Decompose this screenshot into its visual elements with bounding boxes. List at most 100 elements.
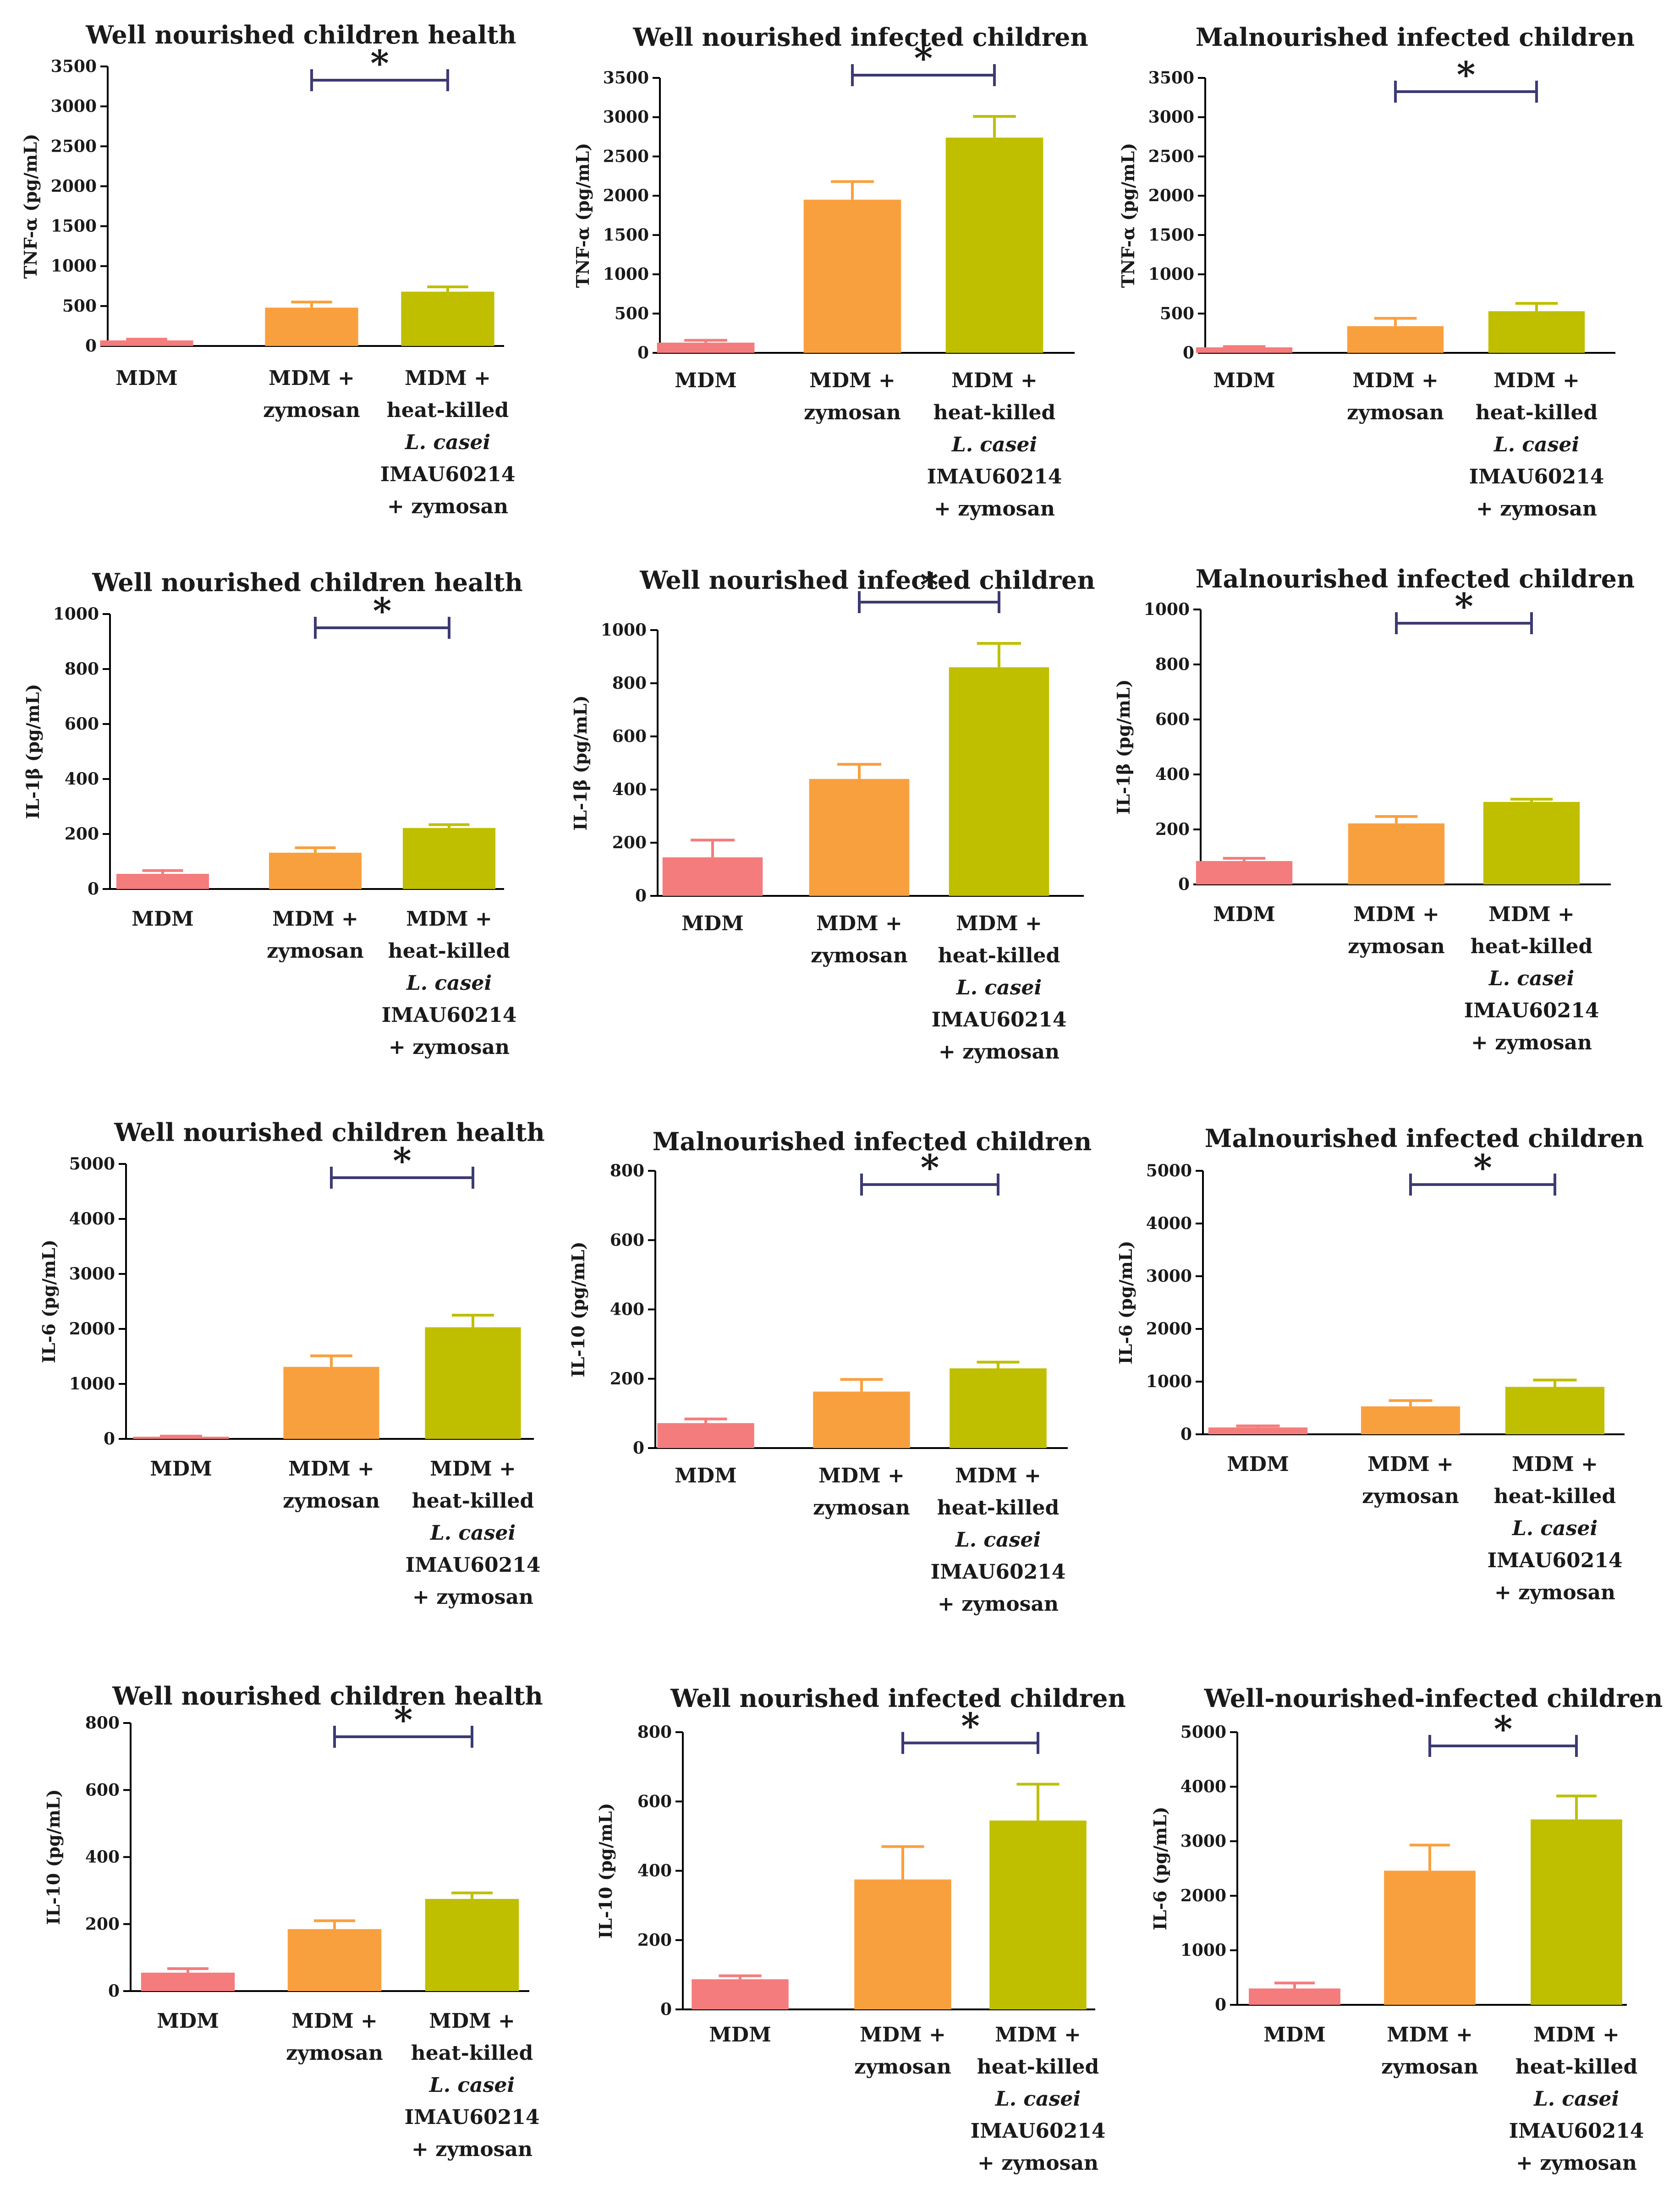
category-label: zymosan	[1348, 935, 1445, 958]
chart-panel: Malnourished infected children 0 200 400 600…	[1113, 564, 1635, 1054]
category-label: zymosan	[811, 944, 908, 967]
y-tick-label: 200	[610, 1369, 644, 1388]
bar-zymosan	[1348, 823, 1445, 884]
category-label: + zymosan	[1476, 497, 1597, 521]
category-label: IMAU60214	[932, 1008, 1067, 1032]
y-tick-label: 200	[85, 1915, 120, 1934]
category-label: MDM	[1213, 903, 1275, 926]
y-axis-label: TNF-α (pg/mL)	[1118, 143, 1138, 288]
y-tick-label: 3500	[51, 57, 97, 76]
y-tick-label: 1000	[51, 257, 97, 276]
y-tick-label: 0	[1183, 343, 1194, 362]
chart-panel: Well nourished children health 0 200 400 600…	[22, 568, 523, 1059]
y-tick-label: 400	[85, 1848, 120, 1867]
category-label: L. casei	[955, 976, 1042, 999]
y-tick-label: 800	[637, 1723, 672, 1742]
category-label: MDM	[681, 912, 744, 935]
chart-title: Malnourished infected children	[653, 1127, 1092, 1156]
bar-mdm	[100, 340, 193, 346]
y-tick-label: 400	[637, 1861, 672, 1881]
chart-title: Well nourished children health	[92, 568, 523, 597]
bar-mdm	[692, 1979, 789, 2009]
category-label: IMAU60214	[1469, 465, 1604, 488]
category-label: L. casei	[994, 2087, 1081, 2111]
bar-mdm	[1208, 1427, 1308, 1434]
category-label: IMAU60214	[1464, 999, 1599, 1022]
y-tick-label: 1000	[1148, 265, 1194, 284]
category-label: MDM	[115, 367, 178, 390]
bar-lc	[402, 828, 496, 889]
y-tick-label: 4000	[1180, 1777, 1226, 1796]
category-label: heat-killed	[1471, 935, 1592, 958]
category-label: heat-killed	[938, 944, 1060, 967]
y-tick-label: 0	[1215, 1995, 1226, 2014]
y-tick-label: 800	[65, 659, 99, 679]
category-label: + zymosan	[938, 1592, 1059, 1616]
category-label: MDM	[1213, 369, 1275, 392]
category-label: + zymosan	[1494, 1581, 1615, 1604]
y-tick-label: 500	[615, 304, 649, 323]
bar-lc	[950, 1368, 1047, 1448]
category-label: heat-killed	[977, 2055, 1099, 2079]
category-label: MDM +	[809, 369, 895, 392]
category-label: MDM +	[1493, 369, 1580, 392]
category-label: MDM +	[995, 2023, 1081, 2047]
bar-zymosan	[269, 852, 362, 889]
y-tick-label: 2000	[1180, 1886, 1226, 1905]
bar-zymosan	[1384, 1871, 1476, 2005]
category-label: MDM +	[816, 912, 902, 935]
category-label: L. casei	[951, 433, 1037, 456]
y-tick-label: 0	[660, 2000, 672, 2019]
y-tick-label: 600	[1155, 710, 1190, 729]
category-label: zymosan	[267, 939, 364, 963]
chart-panel: Well nourished infected children 0 200 400 6…	[595, 1684, 1126, 2175]
y-tick-label: 0	[88, 879, 99, 899]
y-tick-label: 1000	[603, 265, 649, 284]
y-tick-label: 600	[65, 714, 99, 734]
category-label: L. casei	[1533, 2087, 1619, 2111]
chart-title: Well nourished infected children	[632, 22, 1088, 52]
chart-panel: Malnourished infected children 0 1000 2000 3…	[1115, 1124, 1644, 1604]
y-tick-label: 800	[612, 674, 647, 693]
chart-panel: Malnourished infected children 0 500 1000 15…	[1118, 22, 1635, 521]
y-tick-label: 2000	[603, 186, 649, 205]
y-axis-label: IL-1β (pg/mL)	[22, 684, 43, 819]
bar-lc	[425, 1327, 521, 1439]
chart-panel: Well-nourished-infected children 0 1000 200…	[1150, 1684, 1663, 2175]
y-tick-label: 2000	[1148, 186, 1194, 205]
bar-zymosan	[1347, 326, 1444, 353]
bar-zymosan	[854, 1879, 951, 2009]
y-tick-label: 3000	[1180, 1832, 1226, 1851]
category-label: MDM	[157, 2009, 219, 2033]
category-label: L. casei	[1493, 433, 1579, 456]
category-label: L. casei	[1488, 967, 1574, 990]
category-label: heat-killed	[1494, 1485, 1616, 1508]
category-label: heat-killed	[1476, 401, 1598, 424]
significance-star: *	[1494, 1708, 1513, 1750]
y-tick-label: 1000	[601, 620, 647, 640]
bar-zymosan	[813, 1391, 910, 1448]
chart-title: Well nourished children health	[114, 1118, 545, 1147]
y-tick-label: 600	[610, 1230, 644, 1250]
category-label: IMAU60214	[406, 1553, 541, 1577]
bar-lc	[989, 1820, 1087, 2009]
y-tick-label: 800	[610, 1161, 644, 1180]
category-label: MDM +	[951, 369, 1038, 392]
category-label: + zymosan	[387, 495, 508, 518]
category-label: MDM +	[405, 367, 491, 390]
significance-star: *	[1455, 586, 1473, 627]
bar-mdm	[657, 342, 755, 353]
y-axis-label: IL-6 (pg/mL)	[1115, 1241, 1136, 1365]
y-axis-label: IL-1β (pg/mL)	[1113, 679, 1134, 814]
y-tick-label: 2000	[1146, 1319, 1192, 1339]
category-label: + zymosan	[412, 2138, 533, 2161]
bar-lc	[949, 667, 1049, 896]
y-tick-label: 1000	[1180, 1941, 1226, 1960]
category-label: IMAU60214	[405, 2106, 540, 2129]
bar-lc	[1531, 1819, 1622, 2005]
y-tick-label: 0	[85, 336, 97, 356]
bar-lc	[425, 1899, 519, 1991]
y-tick-label: 3500	[603, 68, 649, 88]
y-tick-label: 1500	[1148, 225, 1194, 245]
